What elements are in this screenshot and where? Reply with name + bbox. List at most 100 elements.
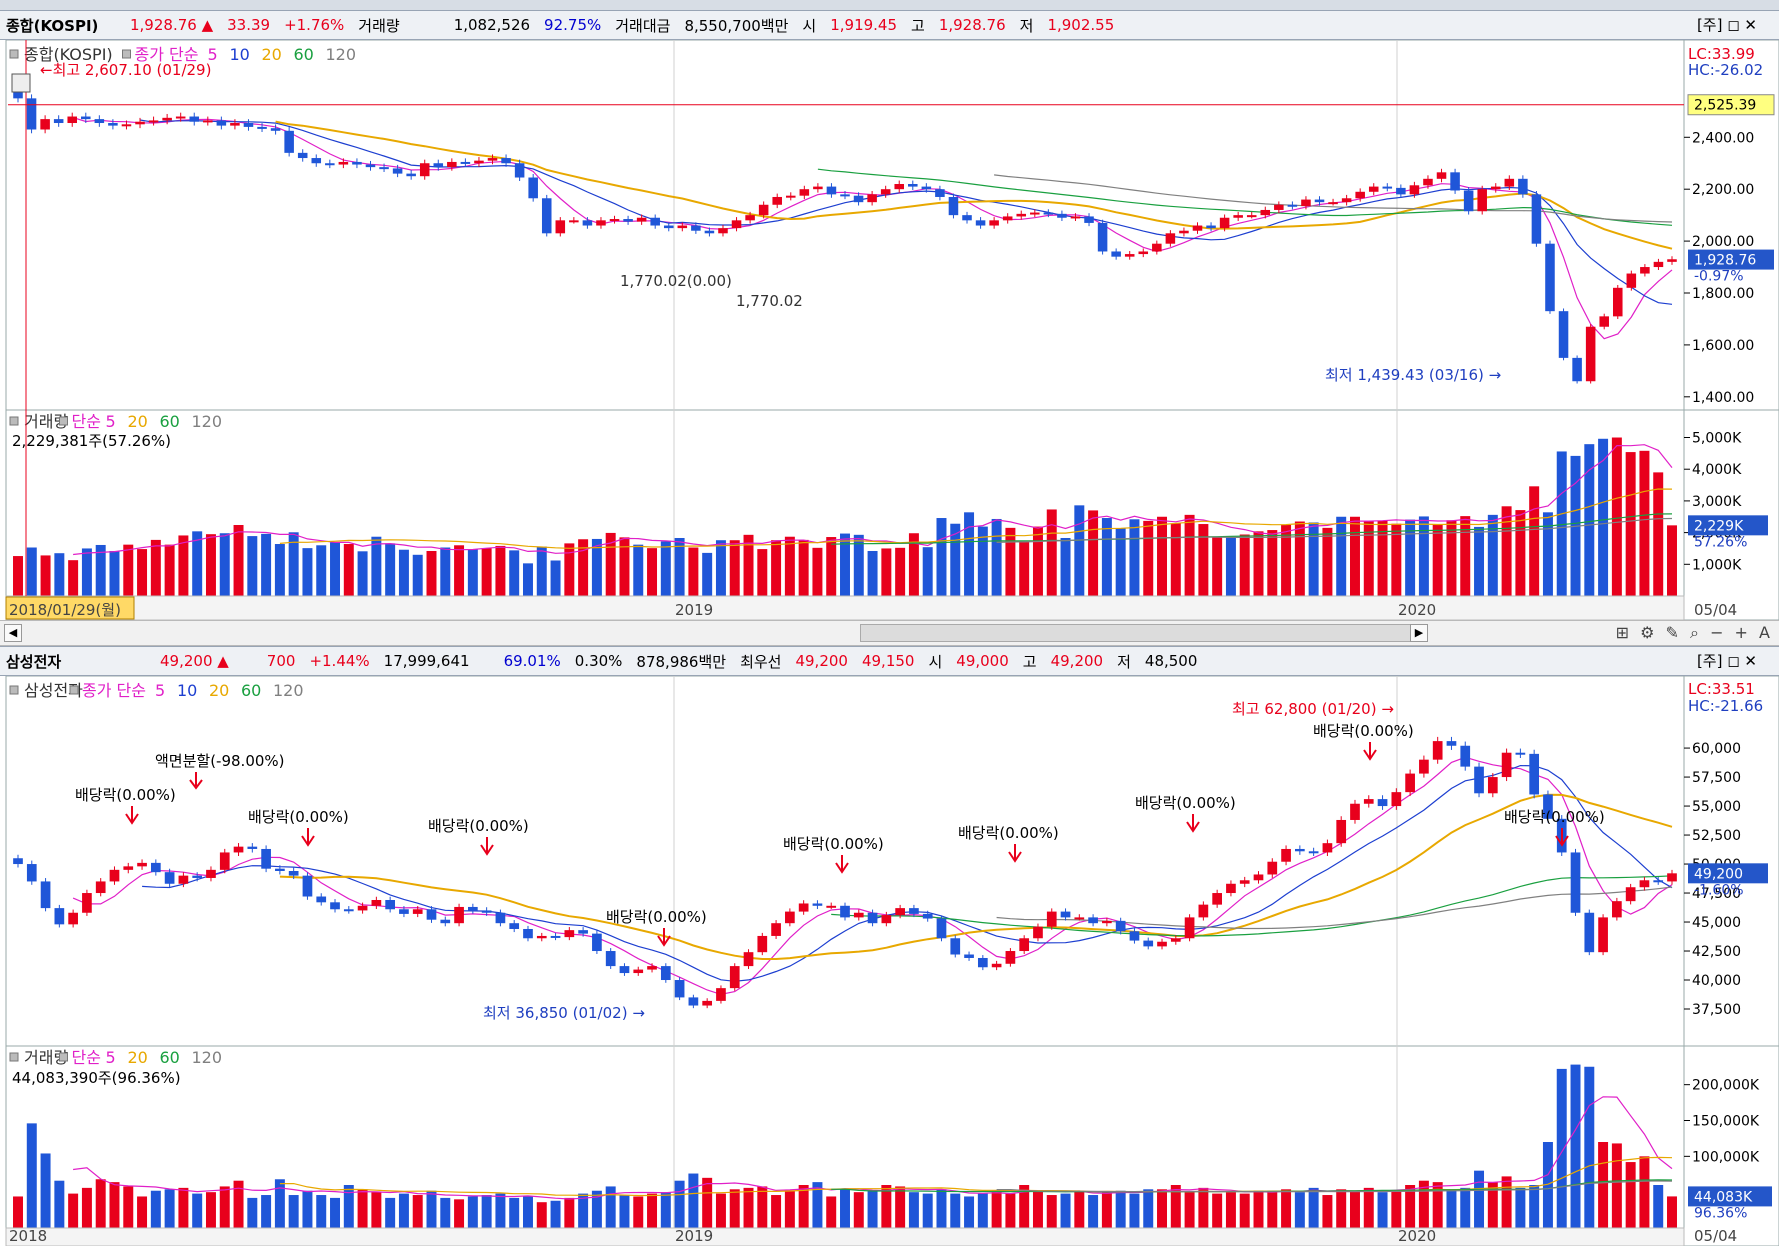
kospi-candle-119 (1626, 273, 1637, 288)
kospi-candle-83 (1138, 251, 1149, 255)
kospi-vol-bar-76 (1060, 537, 1071, 596)
kospi-vol-bar-58 (812, 547, 823, 596)
samsung-vol-bar-65 (908, 1192, 919, 1228)
kospi-candle-28 (392, 168, 403, 174)
scroll-right-button[interactable]: ▶ (1410, 624, 1428, 642)
samsung-price-legend-marker (9, 685, 19, 695)
samsung-dividend-label-0: 배당락(0.00%) (75, 786, 176, 804)
samsung-window-controls[interactable]: [주] ◻ ✕ (1696, 652, 1757, 670)
samsung-candle-39 (550, 935, 561, 938)
kospi-candle-0 (13, 91, 23, 99)
kospi-volume-chart[interactable]: 5,000K4,000K3,000K2,000K1,000K2018/01/29… (0, 410, 1779, 620)
samsung-vol-bar-103 (1432, 1182, 1443, 1228)
kospi-candle-102 (1396, 187, 1406, 195)
samsung-candle-69 (964, 954, 974, 958)
samsung-candle-30 (426, 909, 437, 920)
samsung-candle-42 (592, 933, 602, 952)
kospi-vol-bar-63 (881, 548, 892, 596)
kospi-vol-bar-69 (964, 512, 975, 596)
samsung-vol-bar-64 (895, 1186, 906, 1228)
kospi-vol-bar-90 (1253, 531, 1264, 596)
samsung-split-marker: 액면분할(-98.00%) (155, 752, 285, 770)
samsung-vol-bar-104 (1446, 1189, 1457, 1228)
kospi-candle-117 (1599, 316, 1609, 327)
samsung-candle-2 (40, 881, 51, 909)
kospi-candle-38 (528, 177, 538, 199)
samsung-vol-bar-116 (1611, 1143, 1622, 1228)
kospi-last-tag-box (1688, 249, 1774, 270)
kospi-vol-legend-name: 거래량 (24, 412, 68, 431)
kospi-vol-bar-87 (1212, 536, 1223, 596)
samsung-candle-61 (853, 912, 864, 918)
kospi-open-label: 시 (802, 16, 817, 35)
kospi-candle-40 (555, 220, 566, 234)
kospi-candle-73 (1002, 216, 1013, 221)
samsung-candle-105 (1460, 745, 1471, 767)
kospi-vol-bar-86 (1198, 524, 1209, 596)
samsung-open-label: 시 (928, 652, 943, 671)
kospi-ma120-line (994, 174, 1673, 223)
kospi-vol-bar-91 (1267, 530, 1278, 596)
kospi-vol-bar-14 (205, 534, 216, 596)
kospi-vol-bar-11 (164, 544, 175, 596)
samsung-vol-bar-119 (1653, 1185, 1664, 1228)
samsung-vol-bar-1 (26, 1123, 37, 1228)
kospi-vol-bar-32 (454, 545, 465, 596)
kospi-vol-legend-ma-3: 120 (192, 412, 223, 431)
kospi-candle-72 (989, 220, 999, 226)
kospi-vol-bar-112 (1556, 451, 1567, 596)
samsung-low-marker: 최저 36,850 (01/02) → (483, 1004, 645, 1022)
kospi-y-tick-3: 1,800.00 (1692, 286, 1754, 302)
samsung-vol-bar-38 (536, 1202, 547, 1228)
samsung-vol-bar-75 (1046, 1195, 1057, 1228)
samsung-vol-legend-ma-3: 120 (192, 1048, 223, 1067)
kospi-candle-25 (352, 161, 362, 165)
kospi-vol-bar-95 (1322, 527, 1333, 596)
samsung-high-label: 고 (1022, 652, 1037, 671)
samsung-vol-legend-marker-2 (59, 1052, 68, 1062)
kospi-candle-37 (514, 163, 525, 178)
kospi-vol-legend-prefix: 단순 (72, 412, 101, 431)
samsung-vol-bar-62 (867, 1190, 878, 1228)
kospi-vol-bar-47 (660, 541, 671, 596)
samsung-vol-bar-87 (1212, 1193, 1223, 1228)
kospi-candle-77 (1057, 213, 1067, 218)
kospi-vol-bar-30 (426, 550, 437, 596)
scroll-left-button[interactable]: ◀ (4, 624, 22, 642)
kospi-name[interactable]: 종합(KOSPI) (6, 16, 99, 35)
kospi-candle-94 (1287, 204, 1298, 207)
samsung-dividend-label-6: 배당락(0.00%) (1135, 794, 1236, 812)
kospi-candle-36 (501, 158, 511, 164)
samsung-candle-103 (1432, 741, 1443, 760)
kospi-window-controls[interactable]: [주] ◻ ✕ (1696, 16, 1757, 34)
kospi-candle-6 (94, 119, 105, 124)
chart-tools[interactable]: ⊞ ⚙ ✎ ⌕ − + A (1615, 623, 1773, 642)
kospi-vol-bar-4 (68, 560, 79, 596)
kospi-price-chart[interactable]: 2,400.00 2,200.00 2,000.00 1,800.00 1,600.00… (0, 40, 1779, 410)
kospi-vol-vol-ma60-line (831, 513, 1673, 545)
samsung-candle-99 (1377, 799, 1388, 807)
samsung-vol-bar-57 (798, 1185, 809, 1228)
samsung-change: 700 (266, 652, 296, 670)
samsung-vol-last-box (1688, 1186, 1772, 1207)
samsung-vol-legend-marker (9, 1052, 19, 1062)
samsung-price-legend-marker-2 (69, 685, 79, 695)
kospi-vol-bar-82 (1143, 520, 1154, 596)
samsung-volume-chart[interactable]: 200,000K 150,000K 100,000K 2018 2019 2020 05/0… (0, 1046, 1779, 1246)
kospi-candle-115 (1572, 357, 1582, 382)
samsung-name[interactable]: 삼성전자 (6, 652, 62, 671)
samsung-candle-95 (1322, 843, 1333, 853)
kospi-vol-bar-43 (605, 532, 616, 596)
kospi-vol-legend-ma-0: 5 (106, 412, 116, 431)
samsung-candle-63 (881, 915, 892, 924)
kospi-candle-65 (894, 184, 904, 190)
kospi-vol-bar-29 (412, 554, 423, 596)
samsung-vol-bar-14 (205, 1192, 216, 1228)
samsung-price-legend-ma-0: 5 (155, 681, 165, 700)
samsung-candle-78 (1088, 917, 1098, 924)
samsung-price-chart[interactable]: 60,00057,50055,00052,50050,00047,50045,0… (0, 676, 1779, 1046)
samsung-candle-118 (1639, 880, 1650, 888)
kospi-candle-88 (1206, 225, 1216, 229)
kospi-candle-78 (1070, 216, 1081, 219)
scroll-thumb[interactable] (860, 624, 1412, 642)
